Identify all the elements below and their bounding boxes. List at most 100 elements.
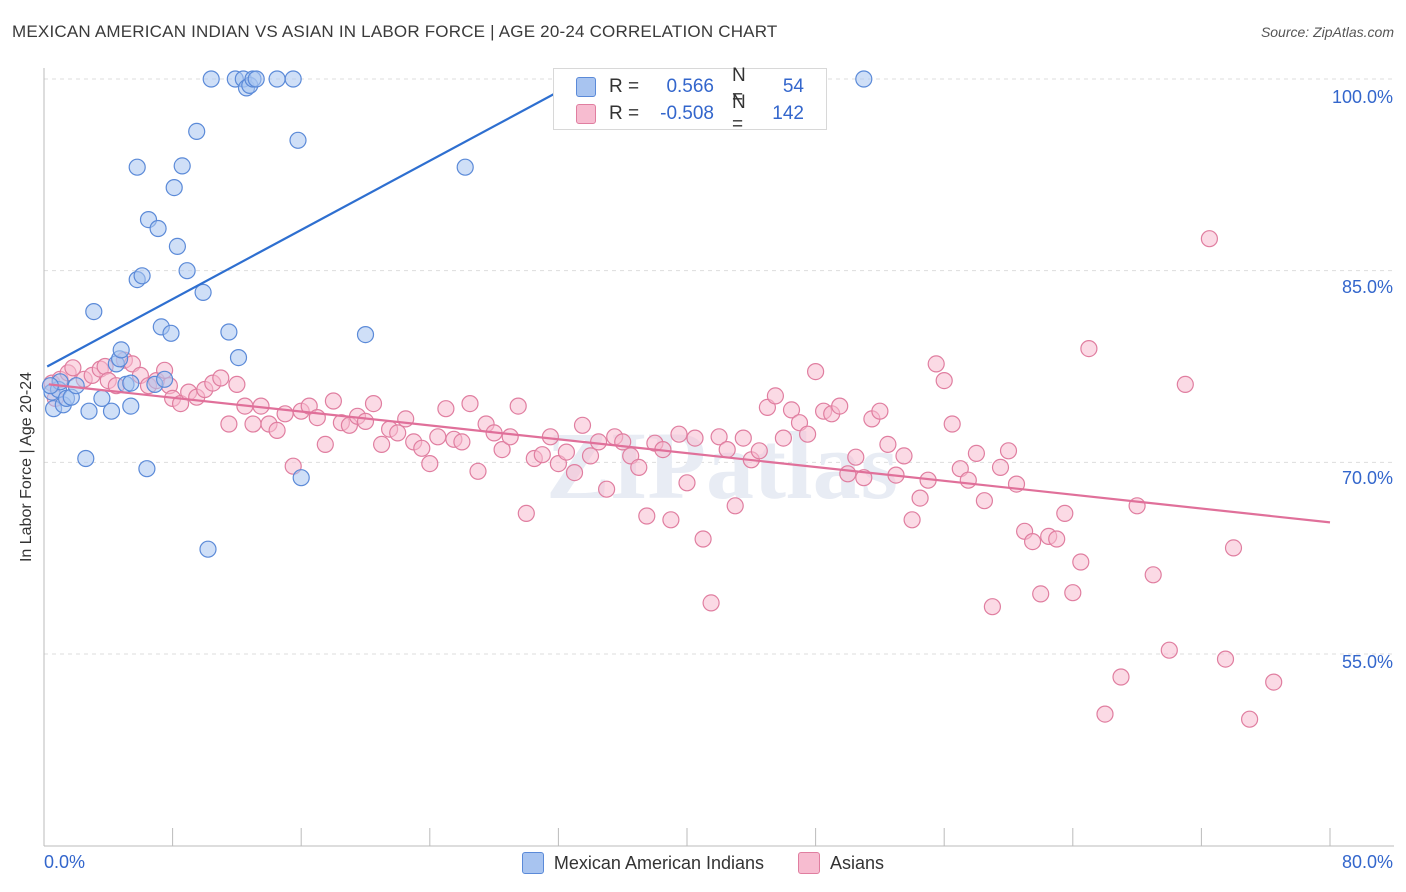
x-tick-label-min: 0.0% (44, 852, 86, 872)
n-label: N = (732, 65, 746, 108)
chart-title: MEXICAN AMERICAN INDIAN VS ASIAN IN LABO… (12, 22, 778, 41)
data-point (983, 598, 1002, 616)
data-point (102, 402, 121, 420)
data-point (429, 428, 447, 446)
data-point (220, 323, 238, 341)
data-point (77, 449, 95, 468)
data-point (935, 372, 953, 390)
r-label: R = (609, 103, 640, 124)
data-point (1160, 641, 1178, 659)
data-point (750, 442, 768, 460)
data-point (782, 401, 801, 419)
data-point (364, 395, 383, 413)
data-point (1144, 566, 1162, 584)
grid-lines (44, 78, 1394, 655)
data-point (389, 424, 407, 442)
n-label: N = (732, 92, 746, 135)
legend-label: Mexican American Indians (553, 852, 765, 873)
data-point (229, 349, 248, 367)
data-point (975, 492, 994, 510)
data-point (734, 429, 752, 447)
data-point (437, 400, 455, 418)
data-point (565, 464, 584, 482)
data-point (112, 341, 130, 359)
data-point (220, 415, 238, 433)
data-point (501, 428, 519, 446)
data-point (373, 435, 391, 453)
data-point (999, 442, 1018, 460)
data-point (284, 70, 302, 88)
data-point (1032, 585, 1050, 603)
data-point (774, 429, 793, 447)
data-point (1023, 532, 1042, 551)
data-point (1224, 539, 1243, 557)
data-point (1080, 340, 1098, 358)
data-point (831, 397, 849, 415)
data-point (356, 326, 375, 344)
data-point (128, 158, 146, 176)
data-point (581, 447, 600, 465)
data-point (461, 395, 479, 413)
data-point (194, 283, 212, 301)
data-point (509, 397, 527, 415)
data-point (533, 446, 551, 464)
data-point (165, 179, 183, 197)
data-point (806, 363, 825, 381)
data-point (1056, 504, 1074, 523)
data-point (1064, 584, 1082, 602)
data-point (847, 448, 865, 466)
data-point (421, 455, 439, 473)
data-point (911, 489, 929, 507)
data-point (557, 443, 576, 461)
data-point (228, 375, 246, 393)
mexican-american-indians-trend-line (46, 71, 595, 368)
n-value: 142 (772, 103, 804, 124)
data-point (212, 369, 230, 387)
asians-trend-line (48, 383, 1331, 524)
data-point (356, 412, 375, 430)
trend-lines (46, 71, 1331, 524)
data-point (133, 267, 151, 285)
data-point (702, 594, 720, 612)
data-point (173, 157, 191, 175)
data-point (670, 425, 688, 443)
data-point (138, 460, 156, 478)
n-value: 54 (782, 76, 804, 97)
data-point (122, 397, 140, 415)
r-value: -0.508 (660, 103, 714, 124)
data-point (855, 70, 873, 88)
data-point (202, 70, 220, 88)
correlation-stats-box: R = 0.566 N = 54 R = -0.508 N = 142 (553, 65, 827, 135)
data-point (289, 131, 307, 149)
data-point (453, 433, 471, 451)
data-point (927, 355, 945, 373)
data-point (1072, 553, 1090, 571)
data-point (694, 530, 712, 548)
y-tick-label-85: 85.0% (1341, 277, 1393, 297)
data-point (244, 415, 262, 433)
data-point (85, 303, 103, 321)
data-point (630, 458, 648, 476)
data-point (122, 374, 140, 392)
legend-item-asians: Asians (798, 852, 884, 874)
data-point (839, 465, 857, 483)
data-point (871, 402, 889, 420)
legend-swatch-blue (521, 852, 544, 874)
data-point (967, 444, 986, 462)
data-point (188, 122, 206, 140)
y-tick-label-70: 70.0% (1341, 468, 1393, 488)
data-point (710, 428, 728, 446)
source-label: Source: ZipAtlas.com (1260, 24, 1394, 40)
data-point (316, 435, 334, 453)
watermark: ZIPatlas (546, 412, 898, 519)
data-point (1240, 710, 1259, 728)
legend-item-mexican-american-indians: Mexican American Indians (521, 852, 765, 874)
data-point (162, 324, 180, 342)
legend-swatch-pink (798, 852, 821, 874)
data-point (149, 219, 167, 238)
data-point (718, 441, 736, 459)
axes (43, 68, 1394, 847)
data-point (199, 540, 217, 558)
data-point (879, 435, 897, 453)
x-tick-label-max: 80.0% (1341, 852, 1393, 872)
